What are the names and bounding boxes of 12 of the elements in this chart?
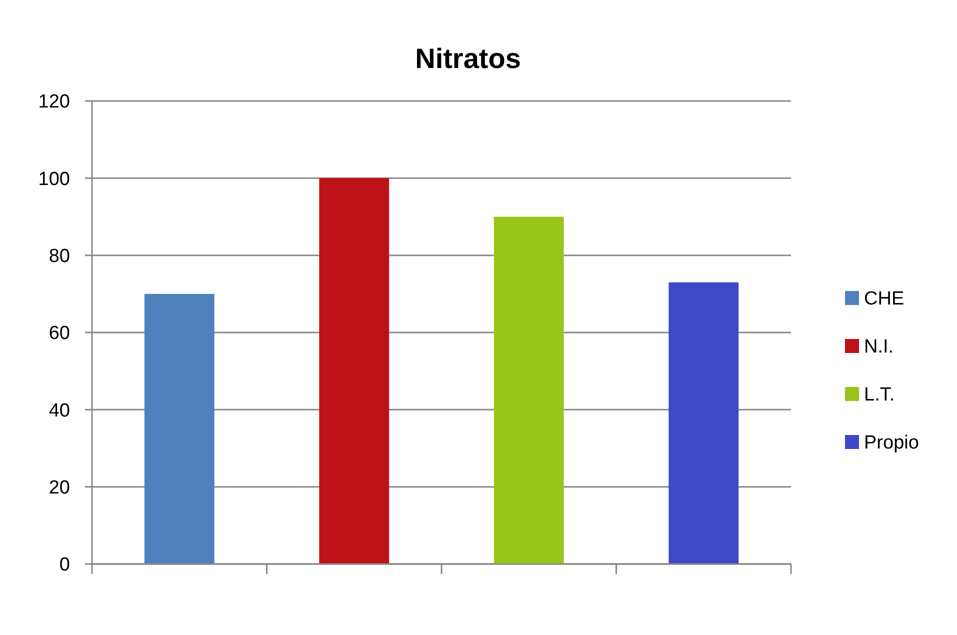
y-tick-label: 60 xyxy=(48,323,70,344)
y-tick-label: 100 xyxy=(38,168,70,190)
y-tick-label: 40 xyxy=(48,400,70,422)
y-tick-label: 20 xyxy=(48,477,70,498)
legend-label: L.T. xyxy=(864,384,895,406)
legend-label: N.I. xyxy=(864,336,894,358)
legend-label: CHE xyxy=(864,288,904,310)
y-tick-label: 0 xyxy=(59,554,70,576)
y-tick-label: 120 xyxy=(38,92,70,113)
y-tick-label: 80 xyxy=(48,246,70,267)
legend-label: Propio xyxy=(864,432,919,454)
chart-title: Nitratos xyxy=(415,43,521,74)
